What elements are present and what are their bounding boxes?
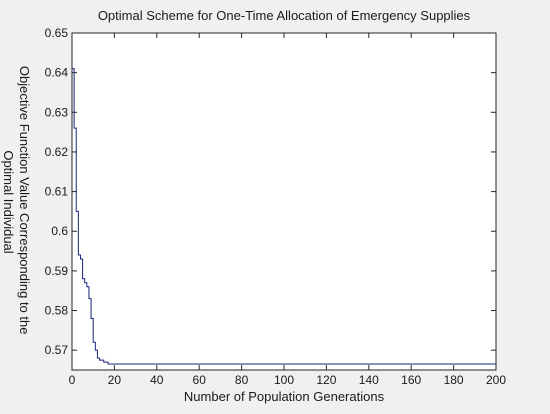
x-tick-label: 140 — [359, 373, 379, 387]
x-tick-label: 0 — [69, 373, 76, 387]
y-tick-label: 0.59 — [45, 264, 69, 278]
x-tick-label: 180 — [444, 373, 464, 387]
y-tick-label: 0.61 — [45, 185, 69, 199]
x-axis: 0 20 40 60 80 100 120 140 160 180 200 — [69, 33, 506, 387]
x-tick-label: 80 — [235, 373, 249, 387]
x-tick-label: 120 — [316, 373, 336, 387]
y-tick-label: 0.57 — [45, 343, 69, 357]
y-tick-label: 0.63 — [45, 105, 69, 119]
chart-title: Optimal Scheme for One-Time Allocation o… — [98, 8, 471, 23]
y-tick-label: 0.6 — [51, 224, 68, 238]
y-tick-label: 0.65 — [45, 26, 69, 40]
y-axis-title: Objective Function Value Corresponding t… — [1, 66, 32, 338]
x-tick-label: 160 — [401, 373, 421, 387]
x-tick-label: 60 — [193, 373, 207, 387]
x-axis-title: Number of Population Generations — [184, 389, 385, 404]
plot-area — [71, 32, 497, 371]
y-tick-label: 0.58 — [45, 304, 69, 318]
series-line — [72, 68, 496, 365]
y-axis-title-line-1: Objective Function Value Corresponding t… — [17, 66, 32, 335]
x-tick-label: 100 — [274, 373, 294, 387]
x-tick-label: 200 — [486, 373, 506, 387]
x-tick-label: 20 — [108, 373, 122, 387]
y-axis-title-line-2: Optimal Individual — [1, 150, 16, 253]
x-tick-label: 40 — [150, 373, 164, 387]
y-tick-label: 0.64 — [45, 66, 69, 80]
y-axis: 0.57 0.58 0.59 0.6 0.61 0.62 0.63 0.64 0.65 — [45, 26, 496, 357]
y-tick-label: 0.62 — [45, 145, 69, 159]
series-layer — [72, 68, 496, 365]
